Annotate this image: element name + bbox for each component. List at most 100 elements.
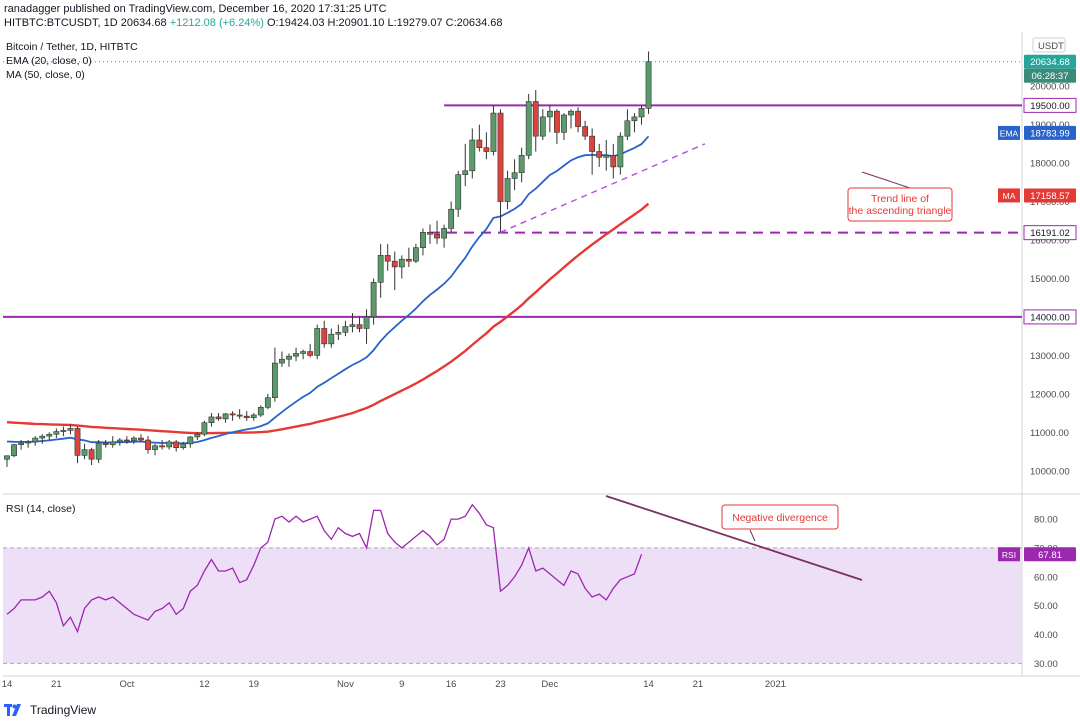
change-value: +1212.08 (+6.24%) — [169, 17, 264, 29]
candle-body — [123, 439, 130, 442]
candle-body — [328, 333, 335, 345]
candle-body — [497, 112, 504, 202]
candle-body — [462, 170, 469, 175]
candle-body — [589, 135, 596, 152]
rsi-tick-label: 40.00 — [1034, 630, 1058, 641]
x-tick-label: 19 — [248, 679, 259, 690]
candle-body — [180, 443, 187, 448]
open-value: 19424.03 — [278, 17, 325, 29]
legend-rsi: RSI (14, close) — [6, 503, 75, 515]
tradingview-footer[interactable]: TradingView — [4, 703, 96, 717]
candle-body — [455, 174, 462, 210]
candle-body — [610, 155, 617, 168]
price-tick-label: 17000.00 — [1030, 197, 1070, 208]
candle-body — [342, 326, 349, 333]
candle-body — [335, 332, 342, 335]
divergence-callout-line — [749, 529, 756, 542]
candle-body — [539, 116, 546, 137]
candle-body — [187, 436, 194, 445]
level-value: 16191.02 — [1030, 228, 1070, 239]
close-label: C: — [445, 17, 457, 29]
level-tag — [1023, 225, 1077, 241]
legend-ma: MA (50, close, 0) — [6, 69, 85, 81]
close-value: 20634.68 — [456, 17, 503, 29]
candle-body — [321, 328, 328, 345]
ma-value-tag-bg — [1024, 188, 1076, 203]
candle-body — [152, 445, 158, 450]
ma-line — [6, 202, 650, 435]
last-value: 20634.68 — [120, 17, 167, 29]
candle-body — [427, 232, 433, 235]
candle-body — [131, 437, 137, 442]
candle-body — [159, 445, 165, 448]
x-tick-label: Oct — [119, 679, 134, 690]
candle-body — [575, 110, 581, 127]
candle-body — [377, 255, 384, 283]
candle-body — [286, 355, 292, 360]
candle-body — [398, 258, 405, 268]
candle-body — [434, 233, 440, 239]
rsi-tick-label: 30.00 — [1034, 659, 1058, 670]
price-tick-label: 13000.00 — [1030, 351, 1070, 362]
candle-body — [293, 353, 299, 357]
rsi-tick-label: 50.00 — [1034, 601, 1058, 612]
legend-ema: EMA (20, close, 0) — [6, 55, 92, 67]
candle-body — [222, 413, 229, 420]
low-value: 19279.07 — [396, 17, 443, 29]
price-tick-label: 20000.00 — [1030, 82, 1070, 93]
candle-body — [349, 324, 356, 327]
candle-body — [257, 407, 264, 416]
rsi-value-tag: 67.81 — [1038, 550, 1062, 561]
candle-body — [264, 397, 271, 408]
candle-body — [173, 441, 180, 448]
candle-body — [476, 139, 483, 148]
candle-body — [208, 416, 215, 423]
candle-body — [279, 358, 285, 364]
rsi-tag: RSI — [1002, 550, 1016, 560]
candle-body — [11, 444, 17, 457]
candle-body — [60, 430, 67, 432]
divergence-callout-box — [721, 504, 839, 530]
x-tick-label: 23 — [495, 679, 506, 690]
x-tick-label: 21 — [51, 679, 62, 690]
candle-body — [271, 362, 278, 398]
x-tick-label: 12 — [199, 679, 210, 690]
candle-body — [596, 151, 603, 158]
open-label: O: — [266, 17, 279, 29]
candle-body — [25, 441, 32, 444]
symbol-label: HITBTC:BTCUSDT, 1D — [4, 17, 118, 29]
tradingview-brand: TradingView — [30, 703, 97, 717]
candle-body — [81, 449, 88, 456]
x-tick-label: 2021 — [765, 679, 786, 690]
low-label: L: — [387, 17, 397, 29]
candle-body — [39, 435, 46, 439]
candle-body — [420, 232, 426, 248]
price-tick-label: 19000.00 — [1030, 120, 1070, 131]
candle-body — [201, 422, 208, 435]
price-tick-label: 10000.00 — [1030, 466, 1070, 477]
level-value: 14000.00 — [1030, 312, 1070, 323]
candle-body — [448, 208, 455, 229]
price-tick-label: 11000.00 — [1030, 428, 1069, 439]
rsi-line — [6, 503, 643, 634]
candle-body — [412, 247, 419, 262]
ma-value-tag: 17158.57 — [1030, 191, 1070, 202]
level-tag — [1023, 309, 1077, 325]
chart-header: ranadagger published on TradingView.com,… — [4, 2, 503, 30]
trend-line — [500, 143, 706, 233]
candle-body — [561, 114, 567, 133]
price-tick-label: 16000.00 — [1030, 236, 1070, 247]
candle-body — [405, 258, 412, 262]
candle-body — [356, 324, 363, 329]
candle-body — [300, 351, 306, 354]
candle-body — [532, 101, 539, 137]
candle-body — [243, 415, 250, 418]
candle-body — [250, 414, 257, 418]
currency-label: USDT — [1038, 41, 1064, 52]
candle-body — [363, 316, 370, 329]
publisher-line: ranadagger published on TradingView.com,… — [4, 3, 387, 15]
rsi-tick-label: 80.00 — [1034, 515, 1058, 526]
candle-body — [617, 135, 624, 168]
x-tick-label: Nov — [337, 679, 354, 690]
